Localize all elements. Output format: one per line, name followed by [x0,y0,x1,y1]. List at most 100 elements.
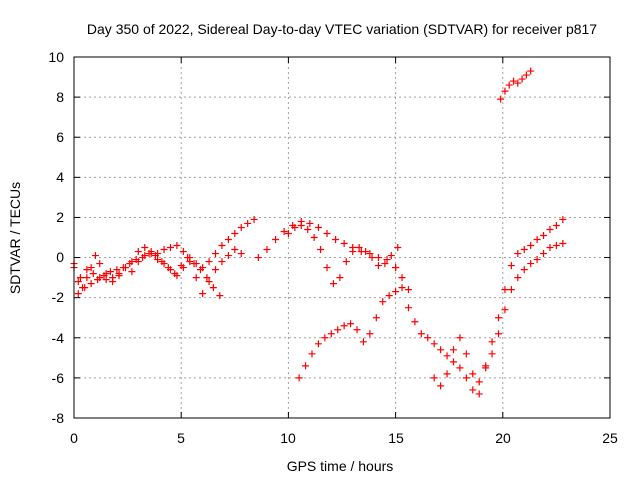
data-point [94,276,102,284]
data-point [134,248,142,256]
data-point [327,330,335,338]
data-point [329,280,337,288]
data-point [218,258,226,266]
data-point [295,374,303,382]
data-point [510,77,518,85]
data-point [430,340,438,348]
data-point [501,286,509,294]
y-tick-label: -2 [52,289,65,305]
data-point [166,244,174,252]
y-tick-labels: -8 -6 -4 -2 0 2 4 6 8 10 [48,49,64,426]
data-point [527,67,535,75]
data-point [424,334,432,342]
data-point [540,250,548,258]
data-point [430,374,438,382]
data-point [209,284,217,292]
x-tick-label: 5 [177,430,185,446]
data-point [372,314,380,322]
data-point [353,326,361,334]
data-point [540,231,548,239]
data-point [383,256,391,264]
data-point [179,248,187,256]
data-point [184,254,192,262]
series-arc-5 [284,221,402,288]
data-point [199,290,207,298]
data-point [411,318,419,326]
data-point [443,352,451,360]
data-point [522,71,530,79]
data-point [366,250,374,258]
data-point [559,240,567,248]
data-point [321,334,329,342]
data-point [462,374,470,382]
data-point [374,262,382,270]
data-point [216,292,224,300]
data-point [308,350,316,358]
data-point [342,258,350,266]
data-point [546,244,554,252]
y-tick-label: -4 [52,330,65,346]
data-point [505,81,513,89]
data-point [115,272,123,280]
data-point [527,242,535,250]
data-point [314,223,322,231]
plot-frame [73,56,611,419]
data-point [475,390,483,398]
data-point [314,340,322,348]
data-point [392,264,400,272]
x-tick-label: 25 [602,430,618,446]
data-point [368,254,376,262]
data-point [250,215,258,223]
data-point [171,270,179,278]
data-point [190,260,198,268]
chart-title: Day 350 of 2022, Sidereal Day-to-day VTE… [87,21,597,37]
data-point [231,229,239,237]
data-point [546,225,554,233]
data-point [83,266,91,274]
data-point [132,256,140,264]
data-point [304,225,312,233]
data-point [323,264,331,272]
data-point [332,236,340,244]
data-point [154,256,162,264]
data-point [533,236,541,244]
data-point [527,260,535,268]
x-axis-title: GPS time / hours [287,458,394,474]
data-point [456,334,464,342]
data-point [501,306,509,314]
data-point [514,250,522,258]
data-point [119,264,127,272]
grid [74,57,610,418]
data-point [224,236,232,244]
data-point [340,240,348,248]
data-point [394,244,402,252]
data-point [91,252,99,260]
data-point [297,221,305,229]
y-tick-label: -8 [52,410,65,426]
data-point [203,274,211,282]
y-tick-label: 6 [56,129,64,145]
data-point [514,79,522,87]
x-tick-label: 0 [70,430,78,446]
data-point [218,242,226,250]
data-point [381,260,389,268]
data-point [310,234,318,241]
data-point [126,260,134,268]
data-point [205,278,213,286]
data-point [518,75,526,83]
y-tick-label: 8 [56,89,64,105]
data-point [495,314,503,322]
data-point [552,221,560,229]
data-point [392,288,400,296]
data-point [520,266,528,274]
data-point [100,272,108,280]
y-tick-label: 2 [56,209,64,225]
data-point [437,382,445,390]
data-point [212,250,220,258]
data-point [404,286,412,294]
data-point [74,278,82,286]
series-arc-7 [392,240,567,394]
data-point [514,274,522,282]
data-point [83,274,91,282]
data-point [347,320,355,328]
